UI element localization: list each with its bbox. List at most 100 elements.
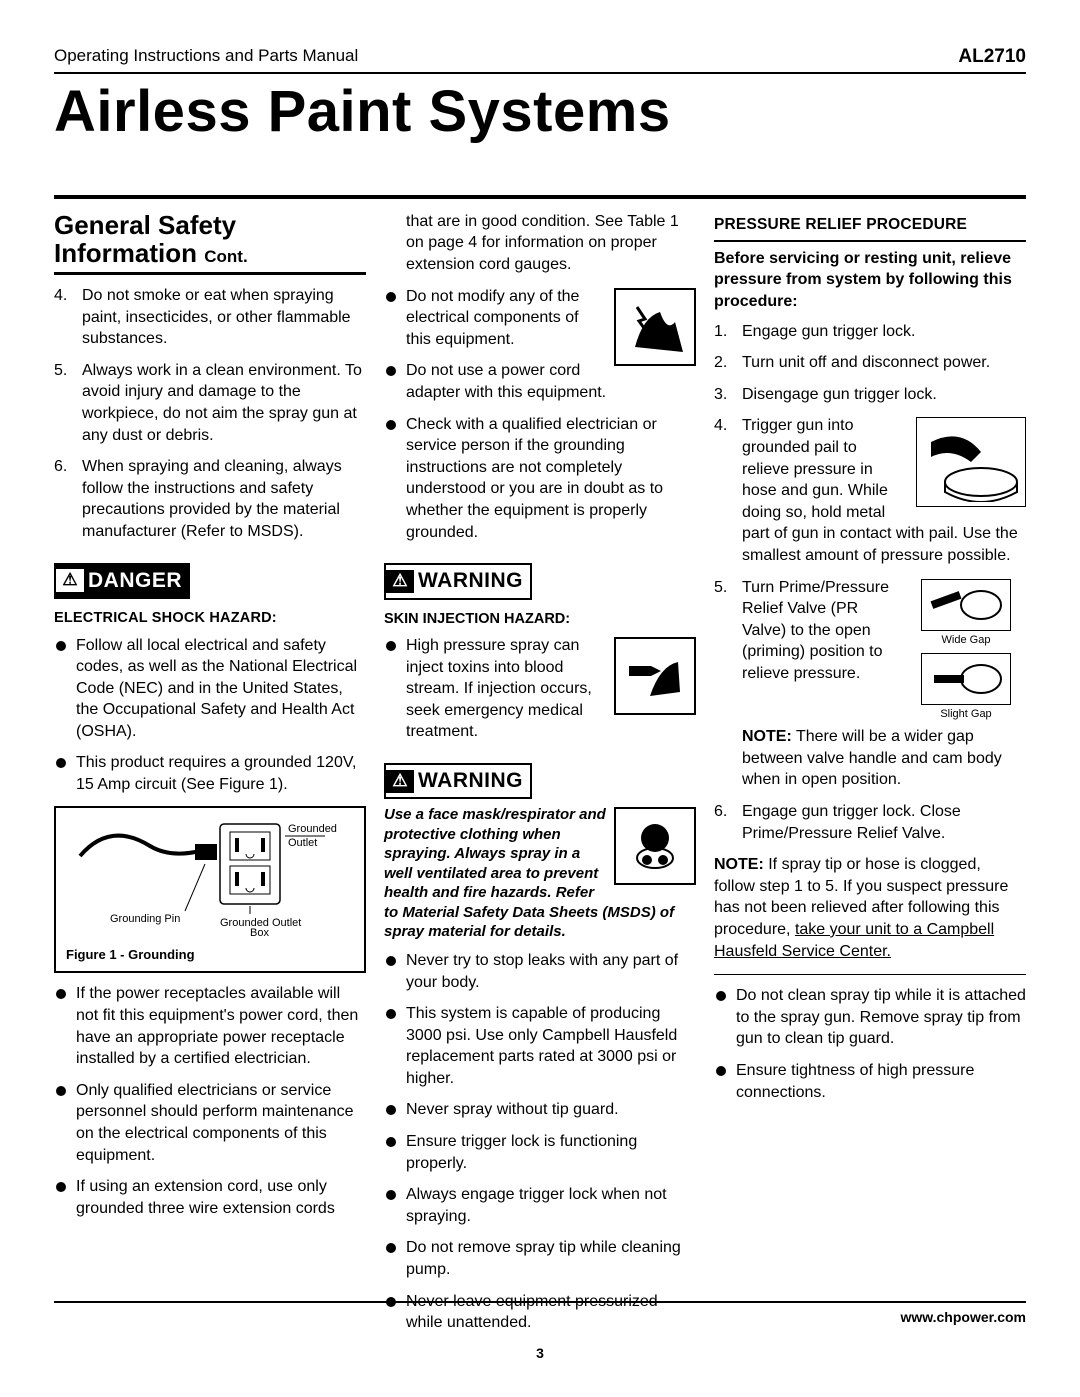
content-columns: General Safety Information Cont. 4. Do no…	[54, 211, 1026, 1271]
electrical-hazard-heading: ELECTRICAL SHOCK HAZARD:	[54, 609, 366, 629]
shock-hand-icon	[614, 288, 696, 366]
cord-continuation-text: that are in good condition. See Table 1 …	[384, 211, 696, 276]
manual-type: Operating Instructions and Parts Manual	[54, 46, 358, 68]
footer-url: www.chpower.com	[54, 1309, 1026, 1325]
list-item: Do not modify any of the electrical comp…	[384, 286, 696, 351]
header-rule	[54, 72, 1026, 74]
skin-injection-bullets: High pressure spray can inject toxins in…	[384, 635, 696, 753]
item-number: 4.	[714, 415, 727, 437]
item-text: Engage gun trigger lock.	[742, 323, 915, 340]
warning-badge-2: ⚠ WARNING	[384, 763, 532, 799]
wide-gap-label: Wide Gap	[942, 633, 991, 648]
note-5: NOTE: There will be a wider gap between …	[742, 726, 1026, 791]
list-item: Check with a qualified electrician or se…	[384, 414, 696, 544]
model-number: AL2710	[958, 46, 1026, 68]
pressure-relief-heading: PRESSURE RELIEF PROCEDURE	[714, 215, 1026, 242]
main-title: Airless Paint Systems	[54, 82, 1026, 143]
general-safety-title: General Safety Information Cont.	[54, 211, 366, 268]
list-item: 2.Turn unit off and disconnect power.	[736, 352, 1026, 374]
list-item: Ensure tightness of high pressure connec…	[714, 1060, 1026, 1103]
danger-bullets-a: Follow all local electrical and safety c…	[54, 635, 366, 796]
list-item: 1.Engage gun trigger lock.	[736, 321, 1026, 343]
final-bullets: Do not clean spray tip while it is attac…	[714, 985, 1026, 1103]
procedure-steps: 1.Engage gun trigger lock. 2.Turn unit o…	[714, 321, 1026, 845]
warning-icon: ⚠	[56, 569, 84, 592]
item-text: Turn Prime/Pressure Relief Valve (PR Val…	[742, 579, 889, 682]
list-item: 4.Do not smoke or eat when spraying pain…	[76, 285, 366, 350]
danger-badge: ⚠ DANGER	[54, 563, 190, 599]
col3-divider	[714, 974, 1026, 975]
list-item: High pressure spray can inject toxins in…	[384, 635, 696, 743]
page-number: 3	[54, 1345, 1026, 1361]
danger-text: DANGER	[84, 565, 188, 597]
item-text: High pressure spray can inject toxins in…	[406, 637, 592, 740]
valve-diagram-icon: Wide Gap Slight Gap	[906, 579, 1026, 723]
safety-numbered-list: 4. Do not smoke or eat when spraying pain…	[54, 285, 366, 543]
respirator-icon	[614, 807, 696, 885]
list-item: 3.Disengage gun trigger lock.	[736, 384, 1026, 406]
list-item: Do not clean spray tip while it is attac…	[714, 985, 1026, 1050]
list-item: Ensure trigger lock is functioning prope…	[384, 1131, 696, 1174]
list-item: 6.Engage gun trigger lock. Close Prime/P…	[736, 801, 1026, 844]
item-text: Turn unit off and disconnect power.	[742, 354, 990, 371]
grounding-diagram-icon: GroundedOutlet Grounding Pin Grounded Ou…	[66, 816, 354, 936]
list-item: This product requires a grounded 120V, 1…	[54, 752, 366, 795]
list-item: Only qualified electricians or service p…	[54, 1080, 366, 1166]
list-item: Never try to stop leaks with any part of…	[384, 950, 696, 993]
list-item: 5.Always work in a clean environment. To…	[76, 360, 366, 446]
warning-badge-1: ⚠ WARNING	[384, 563, 532, 599]
injection-hand-icon	[614, 637, 696, 715]
svg-text:Box: Box	[250, 927, 269, 936]
item-number: 4.	[54, 285, 67, 307]
trigger-pail-icon	[916, 417, 1026, 507]
list-item: 4. Trigger gun into grounded pail to rel…	[736, 415, 1026, 566]
list-item: If the power receptacles available will …	[54, 983, 366, 1069]
footer-rule	[54, 1301, 1026, 1303]
item-number: 3.	[714, 384, 727, 406]
list-item: This system is capable of producing 3000…	[384, 1003, 696, 1089]
figure-caption: Figure 1 - Grounding	[66, 946, 354, 964]
svg-text:Grounded: Grounded	[288, 823, 337, 835]
section-rule-top	[54, 195, 1026, 199]
skin-injection-heading: SKIN INJECTION HAZARD:	[384, 610, 696, 630]
list-item: Follow all local electrical and safety c…	[54, 635, 366, 743]
final-note: NOTE: If spray tip or hose is clogged, f…	[714, 854, 1026, 962]
column-1: General Safety Information Cont. 4. Do no…	[54, 211, 366, 1271]
item-text: Do not smoke or eat when spraying paint,…	[82, 287, 351, 347]
item-number: 5.	[714, 577, 727, 599]
item-text: When spraying and cleaning, always follo…	[82, 458, 342, 540]
danger-bullets-b: If the power receptacles available will …	[54, 983, 366, 1219]
section-title-cont: Cont.	[204, 247, 247, 266]
item-number: 2.	[714, 352, 727, 374]
warning-icon: ⚠	[386, 770, 414, 793]
list-item: 5. Wide Gap Slight Gap Turn Prime/Pressu…	[736, 577, 1026, 791]
column-3: PRESSURE RELIEF PROCEDURE Before servici…	[714, 211, 1026, 1271]
page-footer: www.chpower.com 3	[54, 1301, 1026, 1361]
col2-top-bullets: Do not modify any of the electrical comp…	[384, 286, 696, 554]
item-number: 1.	[714, 321, 727, 343]
item-number: 5.	[54, 360, 67, 382]
list-item: Do not remove spray tip while cleaning p…	[384, 1237, 696, 1280]
list-item: Never spray without tip guard.	[384, 1099, 696, 1121]
slight-gap-label: Slight Gap	[940, 707, 991, 722]
list-item: If using an extension cord, use only gro…	[54, 1176, 366, 1219]
item-text: Disengage gun trigger lock.	[742, 386, 937, 403]
list-item: Always engage trigger lock when not spra…	[384, 1184, 696, 1227]
warning-text: WARNING	[414, 765, 530, 797]
header-row: Operating Instructions and Parts Manual …	[54, 46, 1026, 68]
procedure-intro: Before servicing or resting unit, reliev…	[714, 248, 1026, 313]
warn2-bullets: Never try to stop leaks with any part of…	[384, 950, 696, 1334]
item-text: Always work in a clean environment. To a…	[82, 362, 362, 444]
list-item: Do not use a power cord adapter with thi…	[384, 360, 696, 403]
item-number: 6.	[54, 456, 67, 478]
svg-text:Outlet: Outlet	[288, 837, 317, 849]
item-number: 6.	[714, 801, 727, 823]
item-text: Engage gun trigger lock. Close Prime/Pre…	[742, 803, 961, 842]
warning-icon: ⚠	[386, 570, 414, 593]
column-2: that are in good condition. See Table 1 …	[384, 211, 696, 1271]
section-underline	[54, 272, 366, 275]
figure-1-grounding: GroundedOutlet Grounding Pin Grounded Ou…	[54, 806, 366, 974]
item-text: Do not modify any of the electrical comp…	[406, 288, 579, 348]
warning-text: WARNING	[414, 565, 530, 597]
list-item: 6.When spraying and cleaning, always fol…	[76, 456, 366, 542]
